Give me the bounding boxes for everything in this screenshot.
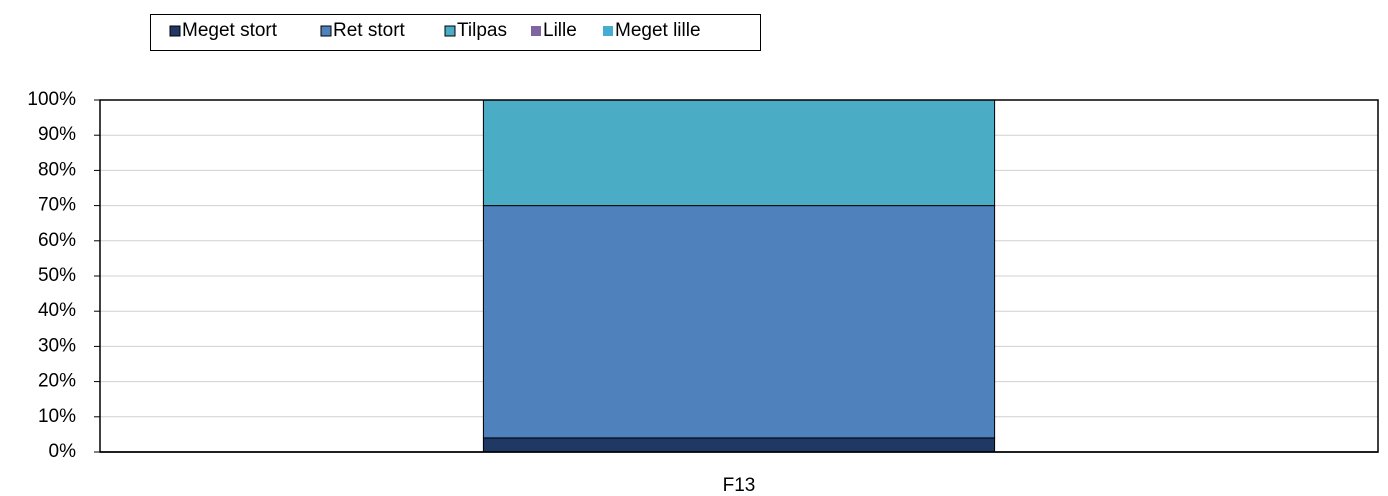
legend-label: Tilpas xyxy=(457,20,507,41)
y-tick-label: 70% xyxy=(38,195,76,216)
y-tick-label: 40% xyxy=(38,300,76,321)
legend-label: Lille xyxy=(543,20,577,41)
legend-marker xyxy=(531,26,541,36)
y-tick-label: 0% xyxy=(49,441,77,462)
legend-marker xyxy=(603,26,613,36)
legend-label: Meget stort xyxy=(182,20,278,41)
y-tick-label: 60% xyxy=(38,230,76,251)
legend-marker xyxy=(169,25,181,37)
y-tick-label: 10% xyxy=(38,406,76,427)
legend-label: Ret stort xyxy=(333,20,406,41)
legend-marker xyxy=(320,25,332,37)
bar-segment xyxy=(482,99,996,207)
y-tick-label: 100% xyxy=(27,89,76,110)
bar-segment xyxy=(482,205,996,439)
y-tick-label: 50% xyxy=(38,265,76,286)
y-tick-label: 20% xyxy=(38,371,76,392)
bar-segment xyxy=(482,437,996,453)
y-tick-label: 80% xyxy=(38,159,76,180)
legend-label: Meget lille xyxy=(615,20,701,41)
y-tick-label: 30% xyxy=(38,335,76,356)
y-tick-label: 90% xyxy=(38,124,76,145)
legend-marker xyxy=(444,25,456,37)
x-tick-label: F13 xyxy=(723,475,756,496)
